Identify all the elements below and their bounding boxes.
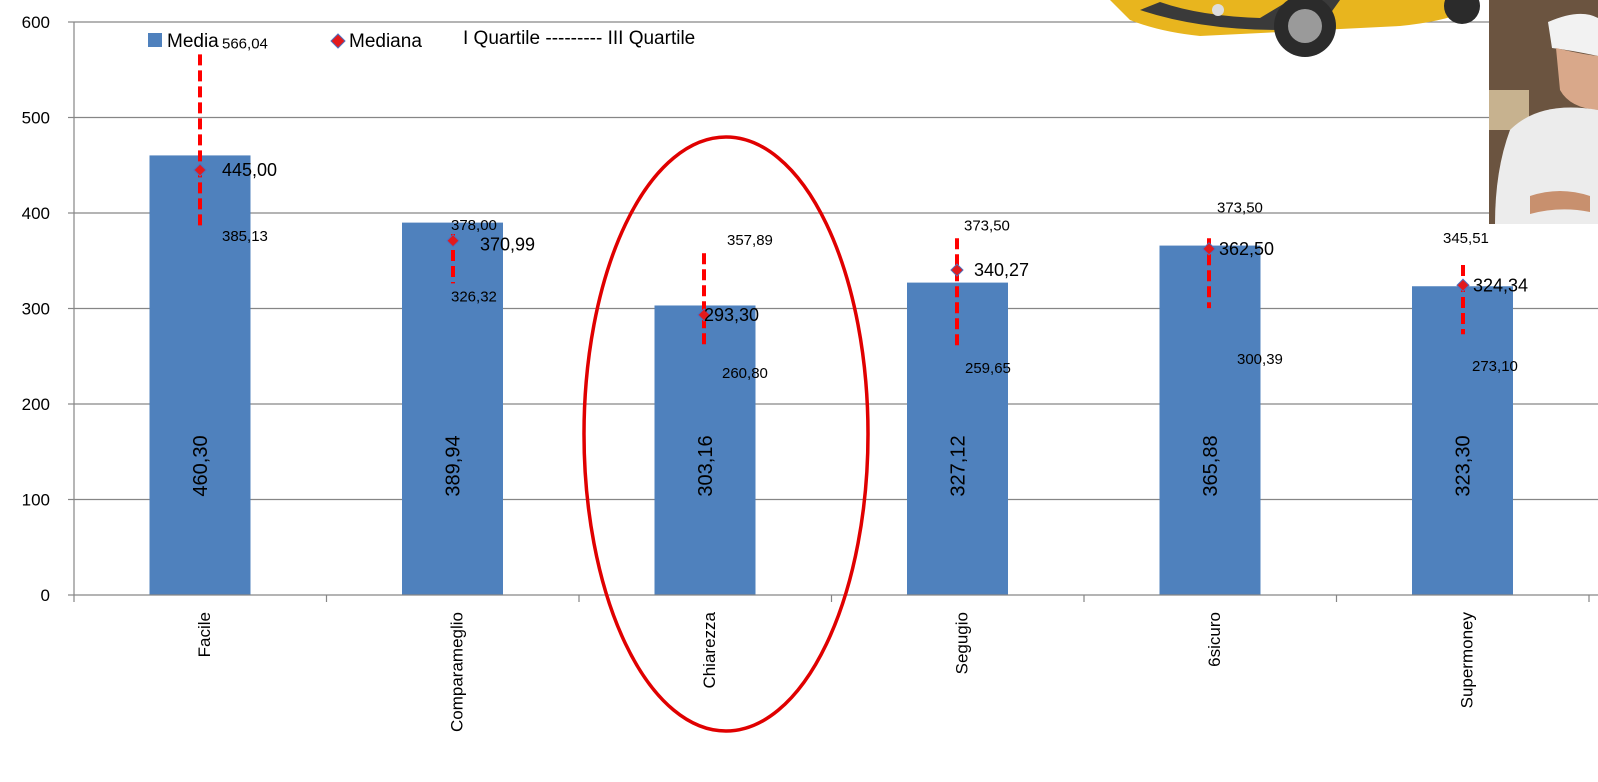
label-q1-chiarezza: 260,80	[722, 365, 768, 382]
median-marker-6sicuro	[1202, 242, 1216, 256]
label-q3-facile: 566,04	[222, 35, 268, 52]
label-q1-segugio: 259,65	[965, 360, 1011, 377]
median-marker-comparameglio	[446, 233, 460, 248]
label-media-supermoney: 323,30	[1453, 435, 1475, 496]
gridlines	[74, 21, 1598, 501]
category-label-supermoney: Supermoney	[1458, 612, 1477, 709]
legend: Media Mediana I Quartile --------- III Q…	[148, 28, 695, 52]
label-media-segugio: 327,12	[948, 435, 970, 496]
label-q1-supermoney: 273,10	[1472, 358, 1518, 375]
x-axis-category-labels: Facile Comparameglio Chiarezza Segugio 6sicu…	[195, 611, 1477, 732]
legend-mediana-label: Mediana	[349, 31, 422, 52]
y-tick-label-400: 400	[22, 204, 50, 223]
label-median-supermoney: 324,34	[1473, 275, 1528, 295]
legend-media-label: Media	[167, 31, 219, 52]
y-tick-label-200: 200	[22, 395, 50, 414]
label-median-chiarezza: 293,30	[704, 305, 759, 325]
label-q1-6sicuro: 300,39	[1237, 351, 1283, 368]
label-q1-facile: 385,13	[222, 228, 268, 245]
y-tick-label-600: 600	[22, 13, 50, 32]
category-label-segugio: Segugio	[953, 612, 972, 674]
label-q3-supermoney: 345,51	[1443, 230, 1489, 247]
label-media-facile: 460,30	[190, 435, 212, 496]
car-image	[1110, 0, 1480, 57]
y-tick-label-100: 100	[22, 491, 50, 510]
car-headlight	[1212, 4, 1224, 16]
bar-chiarezza	[654, 305, 756, 595]
legend-media-swatch	[148, 33, 162, 47]
label-median-comparameglio: 370,99	[480, 235, 535, 255]
photo-person-cap	[1548, 13, 1598, 56]
category-label-6sicuro: 6sicuro	[1205, 612, 1224, 667]
axes	[68, 21, 1598, 602]
y-axis-ticks: 0 100 200 300 400 500 600	[22, 13, 50, 605]
legend-mediana-marker	[330, 33, 346, 49]
photo-hands	[1530, 191, 1590, 214]
person-photo	[1489, 0, 1598, 224]
category-label-facile: Facile	[195, 612, 214, 657]
car-hub-left	[1288, 9, 1322, 43]
median-marker-chiarezza	[697, 308, 711, 322]
median-marker-facile	[193, 163, 207, 177]
y-tick-label-500: 500	[22, 109, 50, 128]
label-q3-segugio: 373,50	[964, 217, 1010, 234]
bar-6sicuro	[1159, 245, 1261, 595]
label-median-facile: 445,00	[222, 160, 277, 180]
median-marker-supermoney	[1456, 278, 1470, 292]
y-tick-label-0: 0	[41, 586, 50, 605]
median-markers	[193, 163, 1470, 322]
label-q3-comparameglio: 378,00	[451, 217, 497, 234]
category-label-chiarezza: Chiarezza	[700, 611, 719, 688]
quartile-lines	[198, 54, 1465, 348]
label-media-6sicuro: 365,88	[1200, 435, 1222, 496]
highlight-ellipse	[582, 135, 870, 733]
label-q3-chiarezza: 357,89	[727, 232, 773, 249]
category-label-comparameglio: Comparameglio	[448, 612, 467, 732]
bars	[149, 155, 1513, 595]
label-median-6sicuro: 362,50	[1219, 239, 1274, 259]
label-median-segugio: 340,27	[974, 260, 1029, 280]
median-marker-segugio	[950, 263, 964, 277]
bar-facile	[149, 155, 251, 595]
label-media-comparameglio: 389,94	[443, 435, 465, 496]
legend-quartile-label: I Quartile --------- III Quartile	[463, 28, 695, 49]
label-q1-comparameglio: 326,32	[451, 288, 497, 305]
photo-person-face	[1556, 48, 1598, 110]
car-wheel-right	[1444, 0, 1480, 24]
y-tick-label-300: 300	[22, 300, 50, 319]
label-media-chiarezza: 303,16	[695, 435, 717, 496]
bar-comparameglio	[402, 222, 503, 595]
label-q3-6sicuro: 373,50	[1217, 199, 1263, 216]
bar-supermoney	[1412, 286, 1513, 595]
